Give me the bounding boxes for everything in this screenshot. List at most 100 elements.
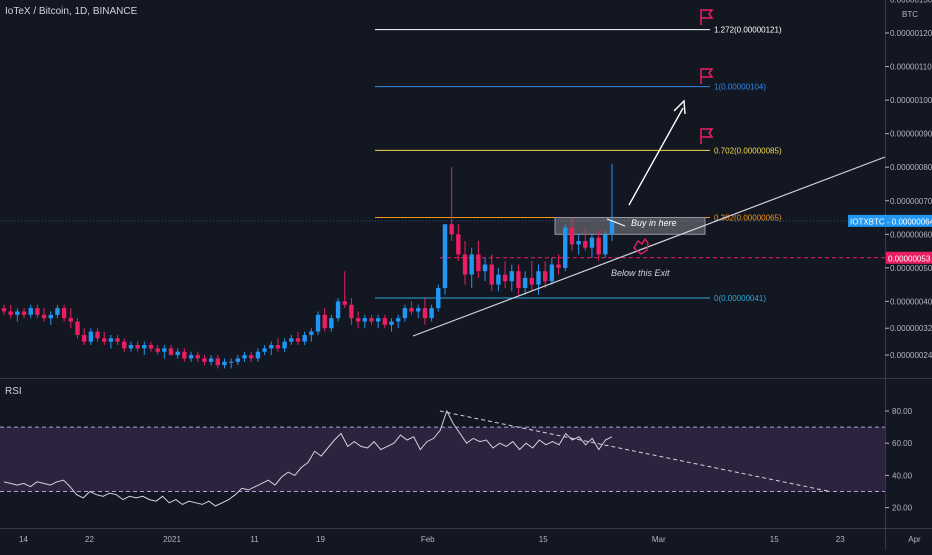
rsi-line: [3, 409, 613, 507]
candle-body: [469, 254, 474, 275]
target-arrow-head: [673, 99, 686, 115]
candle-body: [529, 277, 535, 285]
candle-body: [115, 338, 120, 342]
candle-body: [48, 314, 53, 319]
candle-body: [235, 358, 241, 362]
target-flag-icon: [700, 9, 714, 25]
candle-body: [8, 311, 13, 315]
candle-body: [355, 318, 361, 322]
candle-body: [55, 308, 60, 315]
candle-body: [255, 351, 261, 359]
y-tick-label: 0.00000130: [890, 0, 932, 4]
candle-body: [148, 345, 154, 349]
price-tag-label: IOTXBTC - 0.00000064: [850, 217, 932, 226]
rsi-tick-label: 80.00: [892, 407, 913, 416]
x-tick-label: 11: [250, 535, 259, 544]
candle-body: [35, 308, 40, 315]
target-flag-icon: [700, 128, 714, 144]
candle-body: [522, 277, 528, 288]
candle-body: [542, 271, 548, 282]
candle-body: [162, 348, 167, 352]
candle-body: [108, 338, 114, 342]
candle-body: [496, 274, 501, 285]
candle-body: [416, 308, 421, 312]
ascending-trendline: [412, 156, 886, 337]
candle-body: [168, 348, 174, 356]
candle-body: [75, 321, 80, 335]
y-tick-label: 0.00000050: [890, 264, 932, 273]
candle-body: [242, 355, 247, 359]
candle-body: [302, 334, 307, 342]
candle-body: [342, 301, 347, 305]
x-tick-label: 2021: [163, 535, 181, 544]
candle-body: [603, 234, 608, 255]
candle-body: [135, 345, 140, 349]
y-tick-label: 0.00000060: [890, 230, 932, 239]
symbol-title: IoTeX / Bitcoin, 1D, BINANCE: [5, 6, 138, 17]
candle-body: [335, 301, 341, 319]
candle-body: [202, 358, 207, 362]
candle-body: [449, 224, 454, 235]
candle-body: [462, 254, 468, 275]
candle-body: [576, 241, 581, 245]
rsi-tick-label: 40.00: [892, 471, 913, 480]
y-tick-label: 0.00000110: [890, 63, 932, 72]
candle-body: [1, 308, 7, 312]
candle-body: [349, 304, 354, 319]
candle-body: [502, 274, 508, 282]
exit-note-label: Below this Exit: [611, 268, 670, 278]
candle-body: [382, 318, 388, 325]
candle-body: [409, 308, 414, 312]
buy-pointer-line: [606, 218, 626, 227]
candle-body: [81, 334, 87, 342]
candle-body: [389, 321, 394, 325]
candle-body: [549, 264, 555, 282]
candle-body: [369, 318, 374, 322]
price-tag-bg: [848, 214, 932, 227]
y-tick-label: 0.00000080: [890, 163, 932, 172]
candle-body: [569, 227, 575, 245]
candle-body: [102, 338, 107, 342]
x-tick-label: 22: [85, 535, 94, 544]
rsi-trendline: [439, 410, 831, 492]
candle-body: [402, 308, 408, 319]
candle-body: [563, 227, 568, 268]
x-tick-label: 19: [316, 535, 325, 544]
fib-level-label: 0.382(0.00000065): [714, 214, 782, 223]
candle-body: [228, 361, 234, 363]
y-tick-label: 0.00000024: [890, 351, 932, 360]
candle-body: [182, 351, 187, 359]
candle-body: [429, 308, 434, 319]
candle-body: [41, 314, 47, 319]
candle-body: [609, 220, 615, 235]
candle-body: [142, 345, 147, 349]
candle-body: [295, 338, 301, 342]
candle-body: [275, 345, 281, 349]
y-tick-label: 0.00000090: [890, 130, 932, 139]
target-arrow-shaft: [628, 107, 684, 206]
fib-level-label: 0(0.00000041): [714, 294, 766, 303]
candle-body: [456, 234, 461, 255]
candle-body: [436, 287, 441, 309]
fib-level-label: 1(0.00000104): [714, 83, 766, 92]
candle-body: [329, 318, 334, 329]
y-axis-unit: BTC: [902, 10, 918, 19]
candle-body: [362, 318, 367, 322]
candle-body: [309, 331, 314, 335]
y-tick-label: 0.00000032: [890, 324, 932, 333]
buy-zone-label: Buy in here: [631, 218, 677, 228]
y-tick-label: 0.00000120: [890, 29, 932, 38]
rsi-tick-label: 20.00: [892, 504, 913, 513]
candle-body: [482, 264, 488, 272]
x-tick-label: 15: [770, 535, 779, 544]
candle-body: [315, 314, 321, 332]
candle-body: [95, 331, 100, 339]
candle-body: [509, 271, 514, 282]
candle-body: [21, 311, 27, 315]
candle-body: [556, 264, 561, 268]
x-tick-label: Mar: [652, 535, 666, 544]
candle-body: [489, 264, 494, 285]
exit-hand-icon: [633, 237, 649, 255]
candle-body: [128, 345, 134, 349]
